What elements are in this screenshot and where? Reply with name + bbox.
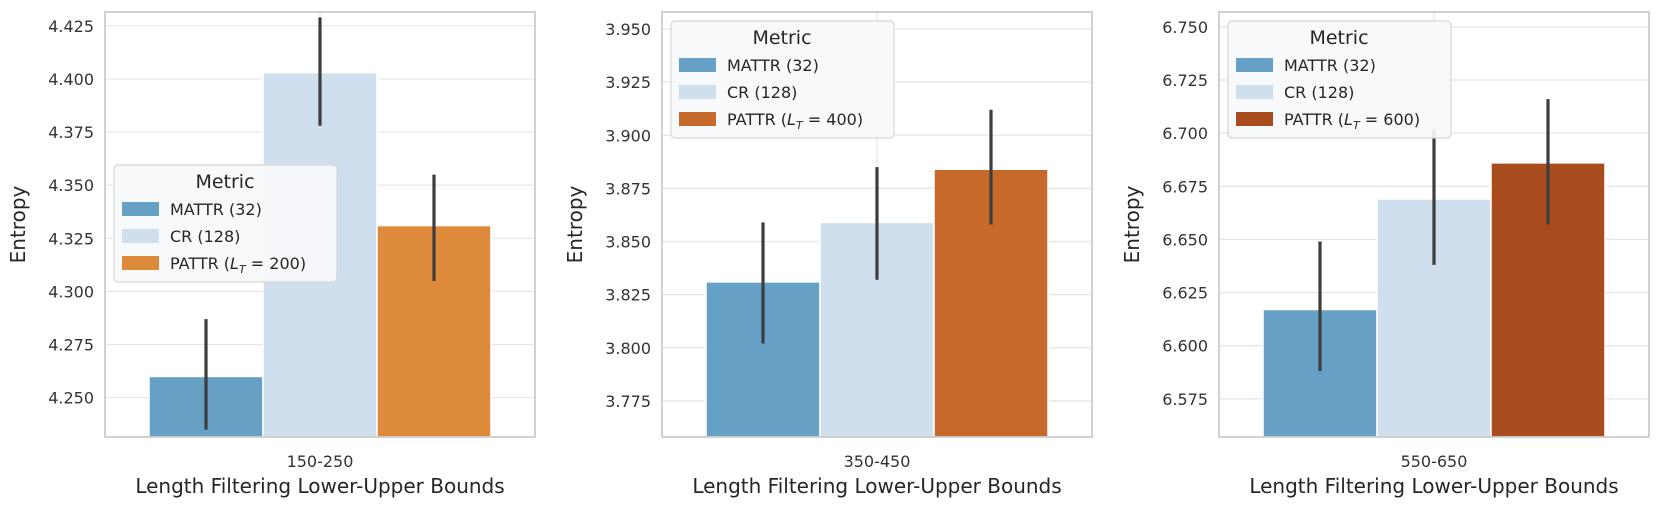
legend-label-1: MATTR (32): [170, 200, 262, 219]
y-axis-title: Entropy: [6, 185, 30, 263]
y-tick-label: 3.800: [605, 339, 651, 358]
chart-panel-1: 4.250 4.275 4.300 4.325 4.350 4.375 4.400 4.425…: [6, 11, 536, 498]
chart-panel-3: 6.575 6.600 6.625 6.650 6.675 6.700 6.725 6.750…: [1120, 11, 1650, 498]
legend-swatch-3: [1236, 112, 1273, 126]
plot-frame: [104, 11, 536, 438]
y-tick-label: 4.350: [48, 176, 94, 195]
y-tick-label: 6.650: [1162, 230, 1208, 249]
plot-frame: [1218, 11, 1650, 438]
legend-swatch-2: [679, 85, 716, 99]
y-tick-label: 3.875: [605, 179, 651, 198]
y-tick-label: 6.625: [1162, 284, 1208, 303]
x-tick-label: 350-450: [844, 452, 911, 471]
legend-box: [113, 164, 338, 283]
legend-title: Metric: [752, 27, 811, 49]
legend-box: [1227, 20, 1452, 139]
x-axis-title: Length Filtering Lower-Upper Bounds: [1249, 474, 1618, 498]
legend-label-2: CR (128): [727, 83, 797, 102]
legend-title: Metric: [1309, 27, 1368, 49]
y-tick-label: 4.275: [48, 336, 94, 355]
y-tick-label: 3.825: [605, 286, 651, 305]
legend-swatch-2: [122, 229, 159, 243]
y-tick-label: 6.575: [1162, 390, 1208, 409]
y-tick-label: 6.725: [1162, 71, 1208, 90]
legend-label-3: PATTR (LT = 600): [1284, 110, 1420, 132]
plot-frame: [661, 11, 1093, 438]
y-tick-label: 4.375: [48, 123, 94, 142]
legend-swatch-3: [679, 112, 716, 126]
y-tick-label: 6.700: [1162, 124, 1208, 143]
legend-title: Metric: [195, 171, 254, 193]
y-tick-label: 6.675: [1162, 177, 1208, 196]
x-tick-label: 150-250: [287, 452, 354, 471]
legend-label-2: CR (128): [1284, 83, 1354, 102]
legend-swatch-1: [122, 202, 159, 216]
legend-swatch-3: [122, 256, 159, 270]
legend-swatch-2: [1236, 85, 1273, 99]
chart-panel-2: 3.775 3.800 3.825 3.850 3.875 3.900 3.925 3.950…: [563, 11, 1093, 498]
x-tick-label: 550-650: [1401, 452, 1468, 471]
legend: Metric MATTR (32) CR (128) PATTR (LT = 600): [1227, 20, 1452, 139]
y-tick-label: 3.950: [605, 20, 651, 39]
y-tick-label: 4.325: [48, 229, 94, 248]
legend-box: [670, 20, 895, 139]
x-axis-title: Length Filtering Lower-Upper Bounds: [692, 474, 1061, 498]
y-tick-label: 3.850: [605, 233, 651, 252]
legend-label-3: PATTR (LT = 400): [727, 110, 863, 132]
x-axis-title: Length Filtering Lower-Upper Bounds: [135, 474, 504, 498]
legend: Metric MATTR (32) CR (128) PATTR (LT = 400): [670, 20, 895, 139]
legend-label-1: MATTR (32): [1284, 56, 1376, 75]
legend-label-1: MATTR (32): [727, 56, 819, 75]
y-tick-label: 3.775: [605, 392, 651, 411]
y-axis-title: Entropy: [1120, 185, 1144, 263]
y-tick-label: 4.425: [48, 17, 94, 36]
y-tick-label: 4.250: [48, 389, 94, 408]
y-tick-label: 4.300: [48, 282, 94, 301]
legend-label-3: PATTR (LT = 200): [170, 254, 306, 276]
legend-swatch-1: [1236, 58, 1273, 72]
y-tick-label: 4.400: [48, 70, 94, 89]
y-tick-label: 6.750: [1162, 18, 1208, 37]
y-tick-label: 3.900: [605, 126, 651, 145]
y-tick-label: 3.925: [605, 73, 651, 92]
legend: Metric MATTR (32) CR (128) PATTR (LT = 200): [113, 164, 338, 283]
legend-swatch-1: [679, 58, 716, 72]
y-tick-label: 6.600: [1162, 337, 1208, 356]
legend-label-2: CR (128): [170, 227, 240, 246]
y-axis-title: Entropy: [563, 185, 587, 263]
